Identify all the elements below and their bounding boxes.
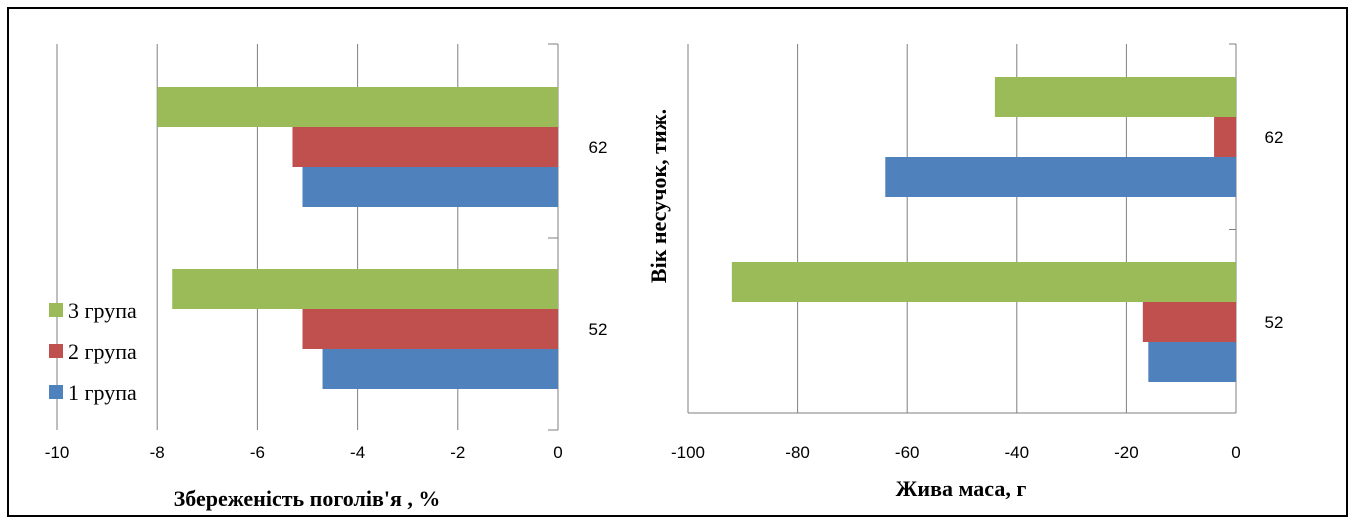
left-x-tick-label: 0 [553,443,562,462]
left-bar-series-2 [302,309,558,349]
right-bar-series-1 [885,157,1236,197]
right-bar-series-1 [1148,342,1236,382]
right-category-label: 52 [1265,313,1284,332]
right-x-axis-title: Жива маса, г [896,476,1027,501]
left-bar-series-3 [172,269,559,309]
left-bar-series-2 [292,127,558,167]
right-bar-series-2 [1214,117,1236,157]
right-x-tick-label: -20 [1114,443,1139,462]
right-category-label: 62 [1265,128,1284,147]
left-legend-label: 1 група [68,380,137,405]
left-legend-label: 3 група [68,298,137,323]
left-category-label: 62 [589,138,608,157]
left-category-label: 52 [589,320,608,339]
left-legend-swatch [49,344,63,358]
left-x-tick-label: -10 [45,443,70,462]
left-bar-series-1 [322,349,558,389]
right-y-axis-title: Вік несучок, тиж. [646,109,671,283]
right-x-tick-label: -100 [671,443,705,462]
left-x-axis-title: Збереженість поголів'я , % [174,486,441,511]
right-x-tick-label: 0 [1231,443,1240,462]
left-legend-swatch [49,385,63,399]
right-bar-series-3 [994,77,1236,117]
right-x-tick-label: -40 [1005,443,1030,462]
left-x-tick-label: -2 [450,443,465,462]
right-x-tick-label: -60 [895,443,920,462]
left-bar-series-3 [157,87,558,127]
right-bar-series-3 [731,262,1236,302]
left-x-tick-label: -8 [150,443,165,462]
left-bar-series-1 [302,167,558,207]
left-x-tick-label: -4 [350,443,365,462]
left-x-tick-label: -6 [250,443,265,462]
left-legend-swatch [49,303,63,317]
left-legend-label: 2 група [68,339,137,364]
right-bar-series-2 [1142,302,1236,342]
right-x-tick-label: -80 [785,443,810,462]
